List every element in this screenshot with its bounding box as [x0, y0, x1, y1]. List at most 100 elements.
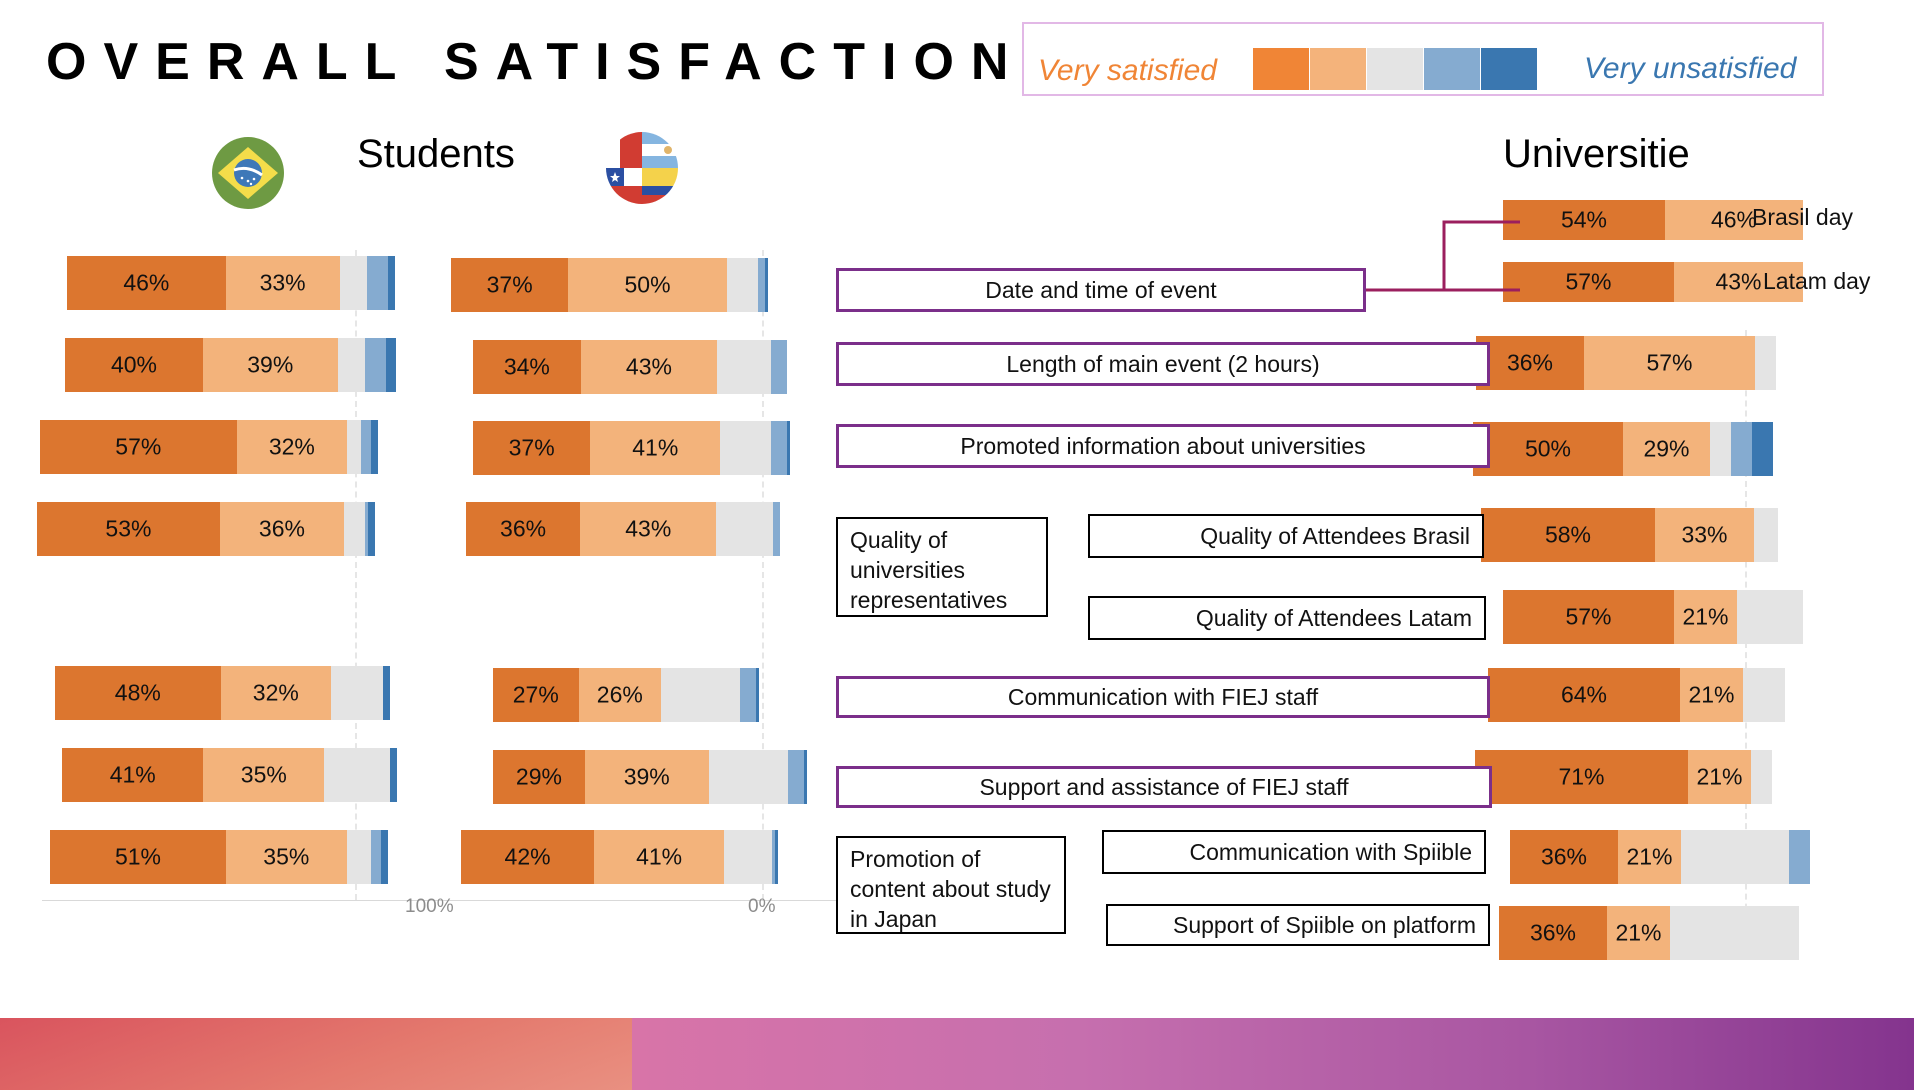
bar-value-label: 57% — [1565, 268, 1612, 295]
bar-segment-satisfied — [1674, 262, 1803, 302]
bar-value-label: 46% — [1710, 206, 1758, 233]
bar-value-label: 57% — [1646, 349, 1693, 376]
bar-segment-neutral — [339, 256, 368, 310]
bar-segment-satisfied — [203, 748, 325, 802]
bar-value-label: 21% — [1688, 681, 1735, 708]
bar-segment-very-satisfied — [1476, 336, 1584, 390]
bar-segment-neutral — [1751, 750, 1772, 804]
bar-segment-neutral — [1743, 668, 1785, 722]
bar-value-label: 32% — [252, 679, 299, 706]
bar-segment-satisfied — [203, 338, 338, 392]
bar-segment-very-unsatisfied — [1752, 422, 1773, 476]
brasil-day-label: Brasil day — [1752, 204, 1853, 230]
legend-swatch-neutral — [1367, 48, 1423, 90]
students-brazil-zero-line — [355, 250, 357, 900]
bar-value-label: 54% — [1560, 206, 1608, 233]
bar-segment-satisfied — [225, 830, 347, 884]
bar-value-label: 40% — [110, 351, 158, 378]
axis-tick-0: 0% — [748, 896, 776, 917]
axis-tick-100: 100% — [405, 896, 454, 917]
bar-value-label: 46% — [123, 269, 170, 296]
page-title: OVERALL SATISFACTION — [46, 33, 1026, 91]
bar-segment-very-unsatisfied — [381, 830, 389, 884]
bar-value-label: 33% — [1681, 521, 1728, 548]
bar-value-label: 21% — [1682, 603, 1729, 630]
question-promo-japan: Promotion of content about study in Japa… — [836, 836, 1066, 934]
bar-segment-unsatisfied — [740, 668, 757, 722]
bar-segment-very-satisfied — [40, 420, 237, 474]
bar-value-label: 32% — [268, 433, 315, 460]
bar-segment-very-satisfied — [1473, 422, 1623, 476]
bar-segment-satisfied — [1584, 336, 1755, 390]
bar-segment-very-unsatisfied — [368, 502, 376, 556]
bar-segment-very-satisfied — [50, 830, 226, 884]
bar-segment-very-unsatisfied — [371, 420, 379, 474]
bar-segment-satisfied — [236, 420, 348, 474]
bar-segment-satisfied — [578, 668, 661, 722]
bar-segment-neutral — [347, 420, 361, 474]
bar-value-label: 26% — [596, 681, 643, 708]
question-attendees-latam: Quality of Attendees Latam — [1088, 596, 1486, 640]
bar-value-label: 71% — [1558, 763, 1605, 790]
bar-segment-satisfied — [219, 502, 345, 556]
bar-segment-satisfied — [225, 256, 340, 310]
bar-segment-very-unsatisfied — [389, 748, 397, 802]
bar-segment-very-satisfied — [493, 668, 579, 722]
bar-segment-neutral — [324, 748, 390, 802]
bar-value-label: 35% — [240, 761, 287, 788]
bar-value-label: 41% — [632, 434, 679, 461]
question-promoted-info: Promoted information about universities — [836, 424, 1490, 468]
question-attendees-brasil: Quality of Attendees Brasil — [1088, 514, 1484, 558]
bar-segment-very-unsatisfied — [382, 666, 390, 720]
bar-value-label: 36% — [500, 515, 547, 542]
bar-value-label: 39% — [247, 351, 294, 378]
bar-segment-neutral — [346, 830, 371, 884]
bar-segment-very-satisfied — [466, 502, 581, 556]
question-comm-fiej: Communication with FIEJ staff — [836, 676, 1490, 718]
bar-segment-neutral — [1754, 508, 1778, 562]
question-support-spiible: Support of Spiible on platform — [1106, 904, 1490, 946]
bar-segment-neutral — [720, 421, 771, 475]
question-support-fiej: Support and assistance of FIEJ staff — [836, 766, 1492, 808]
bar-segment-neutral — [717, 340, 771, 394]
bar-segment-satisfied — [220, 666, 331, 720]
bar-segment-very-unsatisfied — [774, 830, 778, 884]
latam-day-label: Latam day — [1763, 268, 1871, 294]
bar-segment-satisfied — [584, 750, 709, 804]
bar-value-label: 58% — [1544, 521, 1592, 548]
legend-swatch-very-unsatisfied — [1481, 48, 1537, 90]
bar-segment-neutral — [716, 502, 774, 556]
bar-segment-unsatisfied — [1731, 422, 1752, 476]
bar-segment-very-satisfied — [473, 340, 581, 394]
bar-segment-satisfied — [1688, 750, 1751, 804]
bar-segment-very-satisfied — [461, 830, 595, 884]
bar-segment-very-unsatisfied — [385, 338, 397, 392]
universities-section-title: Universitie — [1503, 132, 1690, 176]
bar-value-label: 21% — [1696, 763, 1743, 790]
bar-value-label: 36% — [258, 515, 305, 542]
footer-band-right — [632, 1018, 1914, 1090]
legend-swatch-unsatisfied — [1424, 48, 1480, 90]
question-comm-spiible: Communication with Spiible — [1102, 830, 1486, 874]
bar-value-label: 43% — [1715, 268, 1762, 295]
bar-segment-very-unsatisfied — [786, 421, 790, 475]
bar-segment-very-satisfied — [55, 666, 221, 720]
bar-value-label: 51% — [114, 843, 161, 870]
bar-segment-very-satisfied — [1503, 590, 1674, 644]
brazil-flag-icon — [212, 137, 284, 209]
bar-segment-neutral — [1755, 336, 1776, 390]
bar-segment-neutral — [1737, 590, 1803, 644]
bar-value-label: 21% — [1626, 843, 1673, 870]
bar-segment-satisfied — [1623, 422, 1710, 476]
bar-segment-unsatisfied — [770, 340, 787, 394]
bar-segment-unsatisfied — [787, 750, 804, 804]
bar-segment-unsatisfied — [758, 258, 765, 312]
bar-value-label: 36% — [1529, 919, 1577, 946]
bar-segment-very-satisfied — [62, 748, 204, 802]
date-connector-bracket — [1366, 220, 1520, 292]
bar-segment-very-satisfied — [1503, 262, 1674, 302]
bar-value-label: 33% — [259, 269, 306, 296]
bar-segment-very-satisfied — [1475, 750, 1688, 804]
legend-swatch-satisfied — [1310, 48, 1366, 90]
bar-segment-very-satisfied — [473, 421, 591, 475]
